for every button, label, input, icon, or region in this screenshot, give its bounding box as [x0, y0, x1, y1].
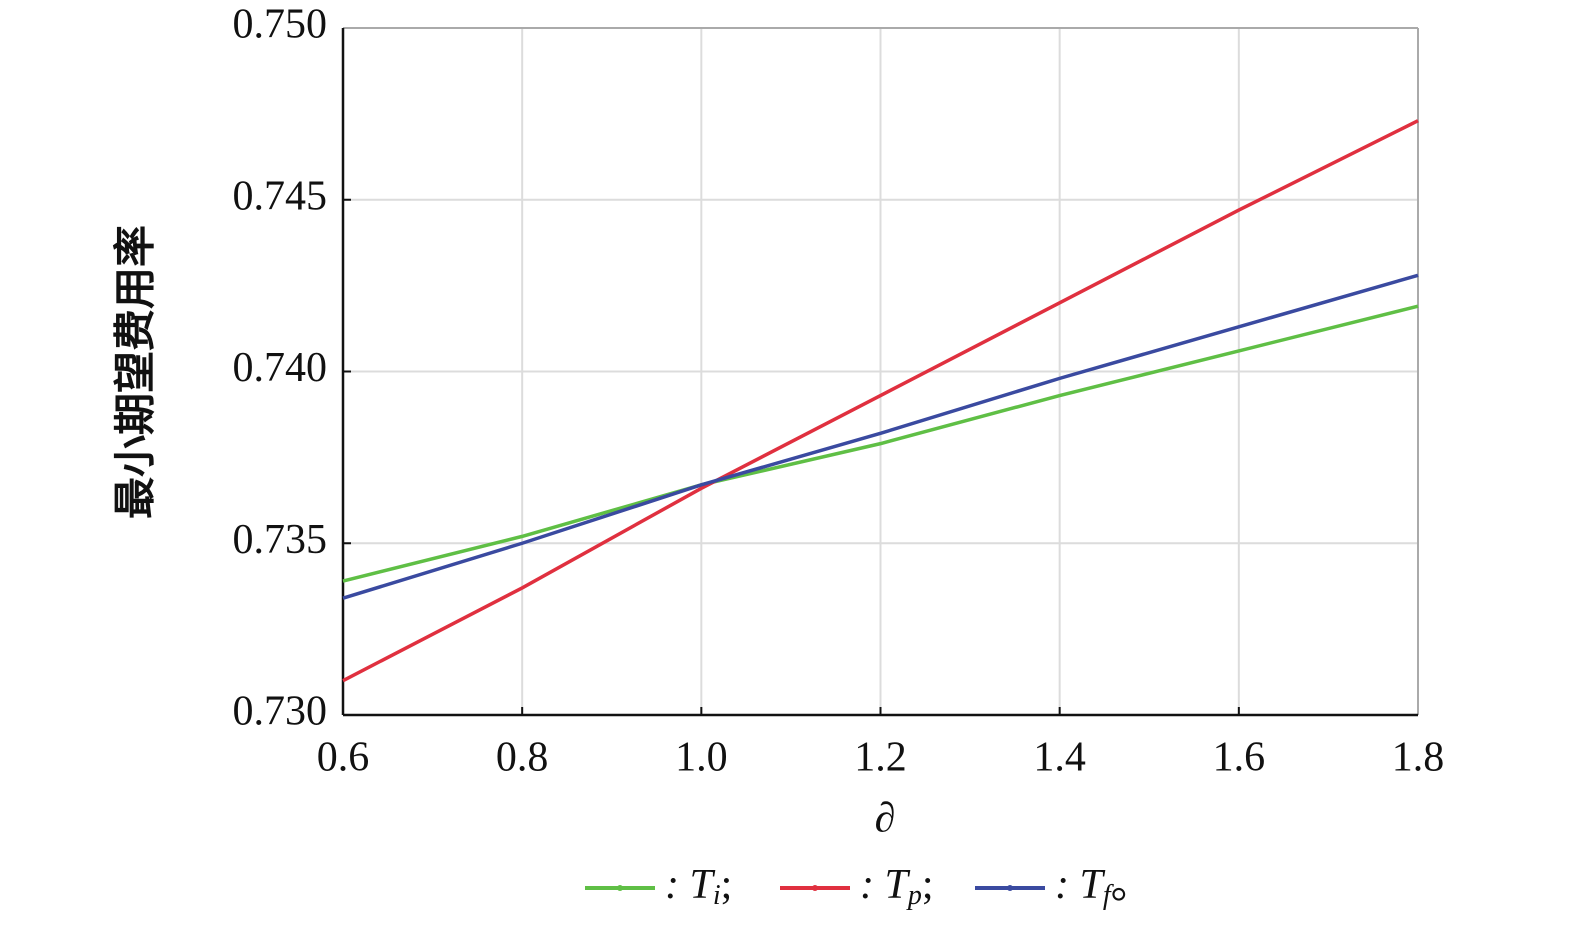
- legend-marker: [617, 885, 623, 891]
- y-tick-label: 0.740: [233, 345, 328, 391]
- x-tick-label: 1.0: [675, 735, 728, 781]
- y-tick-label: 0.750: [233, 2, 328, 48]
- x-tick-label: 1.8: [1392, 735, 1445, 781]
- x-tick-label: 1.6: [1213, 735, 1266, 781]
- legend-label: : Tp;: [860, 862, 934, 912]
- y-tick-label: 0.730: [233, 689, 328, 735]
- legend-label: : Tf。: [1055, 862, 1153, 912]
- legend-label: : Ti;: [665, 862, 732, 912]
- y-tick-label: 0.735: [233, 517, 328, 563]
- series-line: [342, 304, 1419, 583]
- x-tick-label: 0.6: [317, 735, 370, 781]
- x-tick-label: 1.4: [1033, 735, 1086, 781]
- x-tick-label: 1.2: [854, 735, 907, 781]
- legend-marker: [812, 885, 818, 891]
- legend-marker: [1007, 885, 1013, 891]
- series-line: [342, 119, 1419, 683]
- x-tick-label: 0.8: [496, 735, 549, 781]
- series-line: [342, 273, 1419, 600]
- y-tick-label: 0.745: [233, 173, 328, 219]
- y-axis-label: 最小期望费用率: [113, 225, 160, 519]
- x-axis-label: ∂: [875, 796, 896, 842]
